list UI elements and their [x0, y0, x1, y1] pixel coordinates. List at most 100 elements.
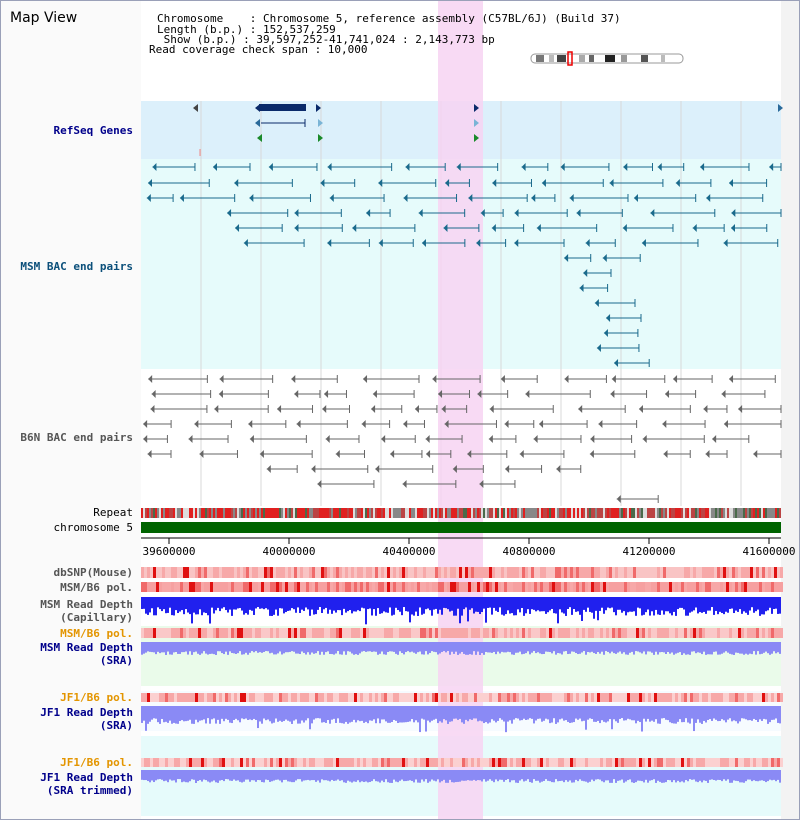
b6n-bac-pair-end-left[interactable]: [589, 450, 594, 458]
b6n-bac-pair-end-left[interactable]: [414, 405, 419, 413]
b6n-bac-pair-end-left[interactable]: [425, 435, 430, 443]
b6n-bac-pair-end-left[interactable]: [219, 375, 224, 383]
b6n-bac-pair-end-left[interactable]: [488, 435, 493, 443]
b6n-bac-pair-end-left[interactable]: [248, 420, 253, 428]
b6n-bac-pair-end-left[interactable]: [147, 450, 152, 458]
b6n-bac-pair-end-left[interactable]: [188, 435, 193, 443]
b6n-bac-pair-end-left[interactable]: [390, 450, 395, 458]
b6n-bac-pair-end-left[interactable]: [194, 420, 199, 428]
msm-bac-pair-end-left[interactable]: [378, 179, 383, 187]
msm-bac-pair-end-left[interactable]: [421, 239, 426, 247]
b6n-bac-pair-end-left[interactable]: [143, 435, 148, 443]
refseq-gene-marker-5[interactable]: [255, 119, 260, 127]
msm-bac-pair-end-left[interactable]: [564, 254, 569, 262]
msm-bac-pair-end-left[interactable]: [560, 163, 565, 171]
msm-bac-pair-end-left[interactable]: [623, 163, 628, 171]
b6n-bac-pair-end-left[interactable]: [150, 405, 155, 413]
refseq-gene-marker-2[interactable]: [316, 104, 321, 112]
b6n-bac-pair-end-left[interactable]: [296, 420, 301, 428]
b6n-bac-pair-end-left[interactable]: [705, 450, 710, 458]
b6n-bac-pair-end-left[interactable]: [438, 390, 443, 398]
b6n-bac-pair-end-left[interactable]: [311, 465, 316, 473]
b6n-bac-pair-end-left[interactable]: [712, 435, 717, 443]
b6n-bac-pair-end-left[interactable]: [611, 375, 616, 383]
msm-bac-pair-end-left[interactable]: [514, 239, 519, 247]
b6n-bac-pair-end-left[interactable]: [703, 405, 708, 413]
b6n-bac-pair-end-left[interactable]: [363, 375, 368, 383]
msm-bac-pair-end-left[interactable]: [480, 209, 485, 217]
chromosome-bar[interactable]: [141, 522, 781, 533]
msm-bac-pair-end-left[interactable]: [583, 269, 588, 277]
msm-bac-pair-end-left[interactable]: [378, 239, 383, 247]
msm-bac-pair-end-left[interactable]: [614, 359, 619, 367]
msm-bac-pair-end-left[interactable]: [152, 163, 157, 171]
msm-bac-pair-end-left[interactable]: [622, 224, 627, 232]
refseq-gene-block[interactable]: [259, 104, 306, 111]
b6n-bac-pair-end-left[interactable]: [610, 390, 615, 398]
b6n-bac-pair-end-left[interactable]: [738, 405, 743, 413]
b6n-bac-pair-end-left[interactable]: [721, 390, 726, 398]
b6n-bac-pair-end-left[interactable]: [500, 375, 505, 383]
refseq-gene-marker-9[interactable]: [318, 134, 323, 142]
b6n-bac-pair-end-left[interactable]: [432, 375, 437, 383]
msm-bac-pair-end-left[interactable]: [731, 209, 736, 217]
b6n-bac-pair-end-left[interactable]: [259, 450, 264, 458]
msm-bac-pair-end-left[interactable]: [445, 179, 450, 187]
b6n-bac-pair-end-left[interactable]: [753, 450, 758, 458]
msm-bac-pair-end-left[interactable]: [403, 194, 408, 202]
msm-bac-pair-end-left[interactable]: [227, 209, 232, 217]
b6n-bac-pair-end-left[interactable]: [249, 435, 254, 443]
msm-bac-pair-end-left[interactable]: [327, 163, 332, 171]
ideogram-position-marker[interactable]: [567, 51, 573, 66]
b6n-bac-pair-end-left[interactable]: [663, 450, 668, 458]
b6n-bac-pair-end-left[interactable]: [723, 420, 728, 428]
b6n-bac-pair-end-left[interactable]: [525, 390, 530, 398]
msm-bac-pair-end-left[interactable]: [329, 194, 334, 202]
msm-bac-pair-end-left[interactable]: [468, 194, 473, 202]
msm-bac-pair-end-left[interactable]: [650, 209, 655, 217]
b6n-bac-pair-end-left[interactable]: [214, 405, 219, 413]
b6n-bac-pair-end-left[interactable]: [402, 480, 407, 488]
b6n-bac-pair-end-left[interactable]: [477, 390, 482, 398]
b6n-bac-pair-end-left[interactable]: [452, 465, 457, 473]
msm-bac-pair-end-left[interactable]: [569, 194, 574, 202]
msm-bac-pair-end-left[interactable]: [405, 163, 410, 171]
msm-bac-pair-end-left[interactable]: [692, 224, 697, 232]
b6n-bac-pair-end-left[interactable]: [335, 450, 340, 458]
b6n-bac-pair-end-left[interactable]: [673, 375, 678, 383]
msm-bac-pair-end-left[interactable]: [657, 163, 662, 171]
b6n-bac-pair-end-left[interactable]: [638, 405, 643, 413]
b6n-bac-pair-end-left[interactable]: [504, 420, 509, 428]
msm-bac-pair-end-left[interactable]: [243, 239, 248, 247]
refseq-gene-marker-0[interactable]: [193, 104, 198, 112]
b6n-bac-pair-end-left[interactable]: [199, 450, 204, 458]
b6n-bac-pair-end-left[interactable]: [294, 390, 299, 398]
b6n-bac-pair-end-left[interactable]: [662, 420, 667, 428]
jf1-b6-pol-trim-label[interactable]: JF1/B6 pol.: [60, 756, 133, 769]
dbsnp-label[interactable]: dbSNP(Mouse): [53, 566, 133, 579]
msm-bac-pair-end-left[interactable]: [769, 163, 774, 171]
b6n-bac-pair-end-left[interactable]: [729, 375, 734, 383]
b6n-bac-pair-end-left[interactable]: [444, 420, 449, 428]
b6n-bac-pair-end-left[interactable]: [148, 375, 153, 383]
b6n-bac-pair-end-left[interactable]: [266, 465, 271, 473]
msm-bac-pair-end-left[interactable]: [213, 163, 218, 171]
msm-depth-capillary-label-1[interactable]: MSM Read Depth: [40, 598, 133, 611]
jf1-depth-sra-label-1[interactable]: JF1 Read Depth: [40, 706, 133, 719]
b6n-bac-pair-end-left[interactable]: [642, 435, 647, 443]
b6n-bac-pair-end-left[interactable]: [426, 450, 431, 458]
b6n-bac-pair-end-left[interactable]: [143, 420, 148, 428]
msm-bac-pair-end-left[interactable]: [234, 179, 239, 187]
b6n-bac-pair-end-left[interactable]: [578, 405, 583, 413]
msm-bac-pair-end-left[interactable]: [418, 209, 423, 217]
refseq-gene-marker-3[interactable]: [474, 104, 479, 112]
jf1-depth-trim-label-1[interactable]: JF1 Read Depth: [40, 771, 133, 784]
msm-bac-pair-end-left[interactable]: [729, 179, 734, 187]
b6n-bac-end-pairs-label[interactable]: B6N BAC end pairs: [20, 431, 133, 444]
msm-bac-pair-end-left[interactable]: [492, 179, 497, 187]
refseq-genes-label[interactable]: RefSeq Genes: [53, 124, 133, 137]
refseq-gene-marker-7[interactable]: [474, 119, 479, 127]
refseq-gene-marker-10[interactable]: [474, 134, 479, 142]
b6n-bac-pair-end-left[interactable]: [489, 405, 494, 413]
